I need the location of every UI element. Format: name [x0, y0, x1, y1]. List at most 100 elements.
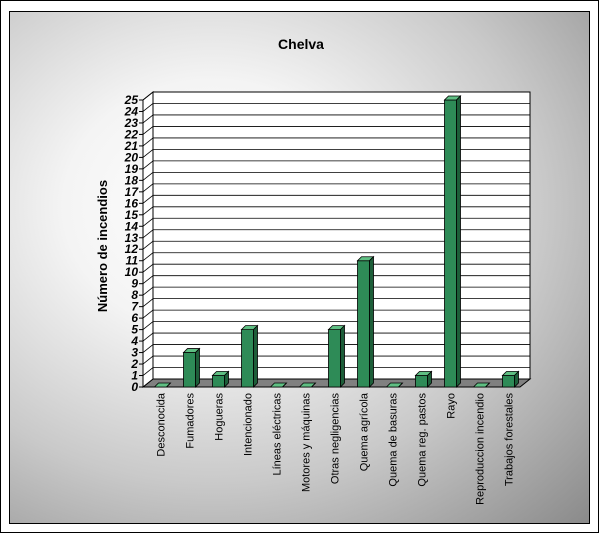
- y-tick-label: 2: [130, 357, 138, 371]
- x-category-label: Quema agrícola: [359, 392, 371, 471]
- gridline-side: [142, 263, 154, 273]
- bar-side: [224, 370, 229, 388]
- gridline-side: [142, 114, 154, 124]
- y-tick-labels: 0123456789101112131415161718192021222324…: [124, 93, 140, 394]
- bar-front: [328, 329, 341, 388]
- y-tick-label: 1: [131, 369, 138, 383]
- y-tick-label: 7: [131, 300, 139, 314]
- bar: [269, 382, 288, 388]
- y-tick-label: 18: [125, 173, 139, 187]
- gridline-side: [142, 137, 154, 147]
- bar: [240, 324, 259, 388]
- bar-side: [398, 382, 403, 388]
- gridline-side: [142, 149, 154, 158]
- x-category-labels: Desconocida Fumadores Hogueras Intencionado…: [156, 392, 516, 505]
- gridline-side: [142, 217, 154, 227]
- x-category-label: Trabajos forestales: [504, 393, 516, 487]
- gridline-side: [142, 172, 154, 181]
- x-category-label: Otras negligencias: [330, 393, 342, 485]
- bar-side: [485, 382, 490, 388]
- gridline-side: [142, 309, 154, 319]
- y-tick-label: 25: [124, 93, 139, 107]
- gridline-side: [142, 183, 154, 193]
- gridline-side: [142, 91, 154, 101]
- y-tick-label: 11: [126, 254, 139, 268]
- gridline-side: [142, 355, 154, 365]
- gridline-side: [142, 252, 154, 262]
- bar-side: [195, 347, 200, 388]
- bar-side: [427, 370, 432, 388]
- x-category-label: Desconocida: [156, 392, 168, 456]
- y-tick-label: 10: [125, 265, 139, 279]
- gridline-side: [142, 286, 154, 296]
- bar-side: [253, 324, 258, 388]
- gridline-side: [142, 275, 154, 284]
- bar-side: [456, 95, 461, 388]
- bar: [327, 324, 346, 388]
- bar: [153, 382, 172, 388]
- bar-side: [311, 382, 316, 388]
- bar-side: [340, 324, 345, 388]
- bar-side: [282, 382, 287, 388]
- gridline-side: [142, 332, 154, 342]
- gridline-side: [142, 103, 154, 112]
- bar: [182, 347, 201, 388]
- y-tick-label: 23: [124, 116, 139, 130]
- x-category-label: Líneas eléctricas: [272, 393, 284, 476]
- y-tick-label: 22: [124, 127, 139, 141]
- x-category-label: Quema de basuras: [388, 393, 400, 487]
- bar-front: [183, 352, 196, 388]
- bar: [385, 382, 404, 388]
- gridline-side: [142, 195, 154, 204]
- y-tick-label: 16: [125, 196, 139, 210]
- y-tick-label: 9: [131, 277, 138, 291]
- bar: [211, 370, 230, 388]
- bar-front: [212, 375, 225, 388]
- y-tick-label: 4: [130, 334, 138, 348]
- gridline-side: [142, 321, 154, 330]
- bar-side: [514, 370, 519, 388]
- x-category-label: Reproduccion incendio: [475, 393, 487, 505]
- y-tick-label: 13: [125, 231, 139, 245]
- bar: [501, 370, 520, 388]
- y-tick-label: 21: [124, 139, 139, 153]
- y-tick-label: 12: [125, 242, 139, 256]
- y-tick-label: 24: [124, 104, 139, 118]
- x-category-label: Motores y máquinas: [301, 393, 313, 493]
- bar: [472, 382, 491, 388]
- y-tick-label: 5: [131, 323, 138, 337]
- y-tick-label: 6: [131, 311, 138, 325]
- bar-front: [444, 99, 457, 388]
- x-category-label: Intencionado: [243, 393, 255, 456]
- y-tick-label: 14: [125, 219, 139, 233]
- bar-front: [415, 375, 428, 388]
- y-tick-label: 15: [125, 208, 139, 222]
- chart-title: Chelva: [278, 36, 324, 52]
- y-tick-label: 8: [131, 288, 138, 302]
- y-tick-label: 17: [125, 185, 140, 199]
- grid-lines: [139, 91, 530, 388]
- gridline-side: [142, 367, 154, 376]
- x-category-label: Rayo: [446, 393, 458, 419]
- gridline-side: [142, 298, 154, 307]
- bar: [414, 370, 433, 388]
- bar: [356, 255, 375, 388]
- gridline-side: [142, 344, 154, 353]
- side-wall: [142, 90, 154, 389]
- bar-front: [357, 260, 370, 388]
- bar-side: [369, 255, 374, 388]
- gridline-side: [142, 160, 154, 170]
- gridline-side: [142, 206, 154, 216]
- y-axis-label: Número de incendios: [95, 180, 110, 312]
- bar: [298, 382, 317, 388]
- gridline-side: [142, 126, 154, 135]
- bar-front: [241, 329, 254, 388]
- x-category-label: Fumadores: [185, 393, 197, 449]
- y-tick-label: 19: [125, 162, 139, 176]
- gridline-side: [142, 240, 154, 250]
- x-category-label: Quema reg. pastos: [417, 393, 429, 487]
- bar-side: [166, 382, 171, 388]
- y-tick-label: 3: [131, 346, 138, 360]
- y-tick-label: 20: [124, 150, 139, 164]
